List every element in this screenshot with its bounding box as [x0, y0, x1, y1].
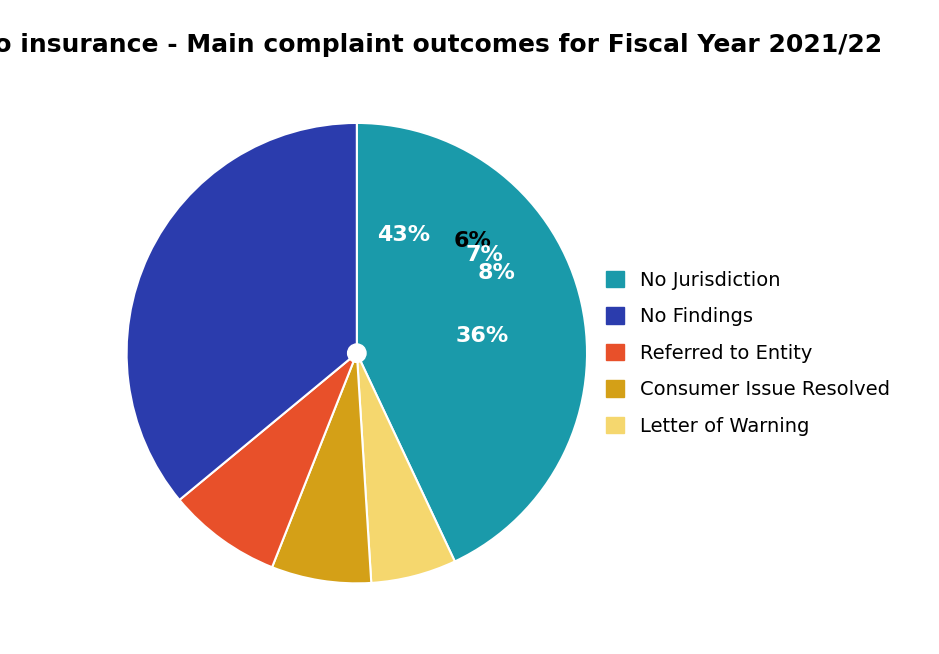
Text: Auto insurance - Main complaint outcomes for Fiscal Year 2021/22: Auto insurance - Main complaint outcomes… [0, 33, 882, 57]
Wedge shape [127, 123, 357, 500]
Wedge shape [272, 353, 371, 583]
Wedge shape [179, 353, 357, 567]
Legend: No Jurisdiction, No Findings, Referred to Entity, Consumer Issue Resolved, Lette: No Jurisdiction, No Findings, Referred t… [597, 261, 900, 445]
Text: 8%: 8% [477, 263, 516, 283]
Text: 43%: 43% [377, 226, 430, 245]
Circle shape [347, 344, 366, 362]
Wedge shape [357, 353, 454, 583]
Text: 6%: 6% [454, 232, 492, 251]
Text: 7%: 7% [466, 245, 503, 265]
Text: 36%: 36% [455, 326, 509, 345]
Wedge shape [357, 123, 587, 561]
